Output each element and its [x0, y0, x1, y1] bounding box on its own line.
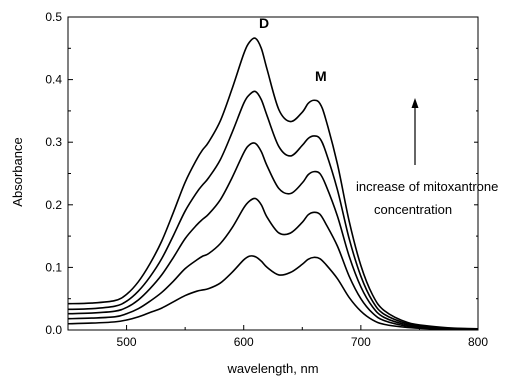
- y-axis: 0.0 0.1 0.2 0.3 0.4 0.5: [45, 10, 478, 337]
- y-tick-label: 0.1: [45, 260, 62, 274]
- spectrum-line-3: [67, 142, 479, 331]
- arrow-text-line2: concentration: [374, 202, 452, 217]
- arrow-text-line1: increase of mitoxantrone: [356, 179, 498, 194]
- peak-label-d: D: [259, 15, 269, 31]
- x-axis: 500 600 700 800: [67, 325, 488, 349]
- y-tick-label: 0.4: [45, 73, 62, 87]
- y-tick-label: 0.5: [45, 10, 62, 24]
- peak-label-m: M: [315, 68, 327, 84]
- spectrum-line-1: [67, 255, 479, 331]
- y-tick-label: 0.3: [45, 135, 62, 149]
- spectrum-line-5: [67, 37, 479, 330]
- y-axis-label: Absorbance: [10, 137, 25, 206]
- spectrum-line-4: [67, 90, 479, 330]
- x-tick-label: 600: [234, 335, 254, 349]
- increase-arrow: [411, 98, 419, 165]
- y-tick-label: 0.2: [45, 198, 62, 212]
- y-tick-label: 0.0: [45, 323, 62, 337]
- spectrum-line-2: [67, 197, 479, 331]
- x-tick-label: 500: [117, 335, 137, 349]
- x-tick-label: 800: [468, 335, 488, 349]
- plot-frame: [67, 16, 479, 331]
- curves-group: [67, 37, 479, 331]
- x-axis-label: wavelength, nm: [226, 361, 318, 376]
- x-tick-label: 700: [351, 335, 371, 349]
